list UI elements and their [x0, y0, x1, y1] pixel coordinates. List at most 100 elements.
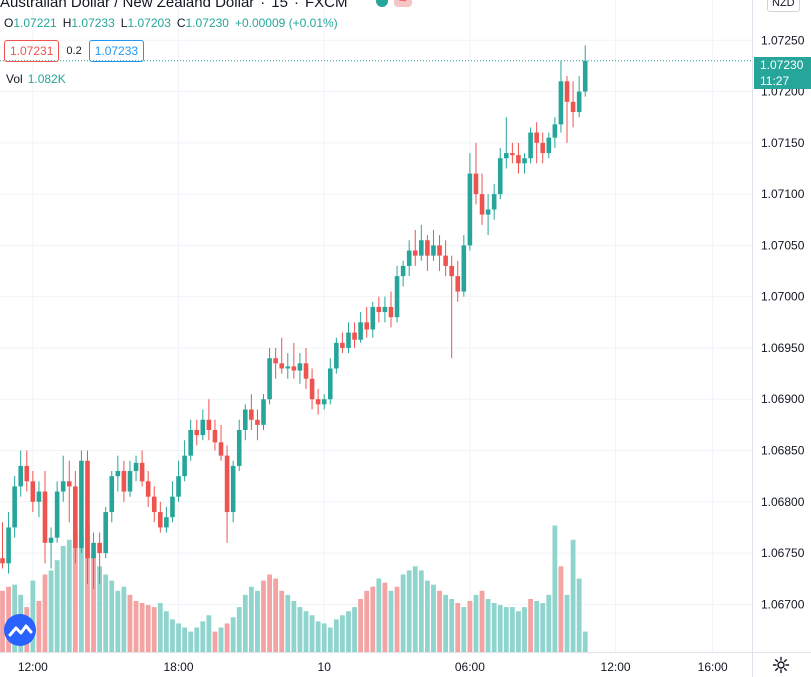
- volume-bar: [582, 631, 588, 652]
- candle-body: [243, 409, 248, 430]
- volume-bar: [133, 601, 139, 652]
- candle-body: [449, 265, 454, 277]
- candle-body: [455, 276, 461, 292]
- candle-body: [170, 496, 175, 518]
- indicator-icon[interactable]: ≋: [394, 0, 412, 7]
- volume-bar: [546, 594, 552, 652]
- volume-bar: [327, 627, 333, 652]
- volume-bar: [48, 570, 54, 652]
- interval-label[interactable]: 15: [271, 0, 288, 11]
- volume-bar: [491, 603, 497, 652]
- volume-bar: [315, 621, 321, 652]
- candle-body: [534, 132, 539, 143]
- volume-bar: [394, 586, 400, 652]
- price-axis-tick: 1.07250: [761, 33, 805, 47]
- candle-body: [437, 245, 442, 256]
- candle-body: [558, 81, 564, 125]
- candle-body: [6, 527, 11, 564]
- volume-bar: [333, 619, 339, 652]
- volume-bar: [157, 603, 163, 652]
- volume-bar: [576, 578, 582, 652]
- volume-bar: [455, 603, 461, 652]
- volume-bar: [522, 607, 527, 652]
- volume-bar: [303, 611, 309, 652]
- volume-bar: [473, 594, 479, 652]
- price-axis-tick: 1.07100: [761, 187, 805, 201]
- candle-body: [109, 476, 115, 513]
- symbol-title-row: Australian Dollar / New Zealand Dollar · 1…: [0, 0, 347, 11]
- volume-bar: [570, 539, 576, 652]
- candle-body: [200, 419, 206, 436]
- price-axis-tick: 1.06850: [761, 444, 805, 458]
- ohlc-row: O1.07221 H1.07233 L1.07203 C1.07230 +0.00009…: [4, 16, 338, 30]
- candle-body: [406, 250, 412, 266]
- spread-value: 0.2: [66, 45, 82, 57]
- candle-body: [151, 496, 157, 513]
- candle-body: [139, 462, 145, 482]
- volume-bar: [400, 574, 406, 652]
- candle-body: [48, 537, 54, 543]
- candle-body: [431, 245, 436, 256]
- candle-body: [400, 265, 406, 277]
- market-status-icon[interactable]: [376, 0, 388, 7]
- time-axis-tick: 12:00: [601, 660, 631, 674]
- candle-body: [158, 512, 163, 528]
- volume-bar: [127, 594, 133, 652]
- open-label: O: [4, 16, 14, 30]
- candle-body: [352, 332, 357, 340]
- volume-bar: [461, 607, 467, 652]
- buy-price-button[interactable]: 1.07233: [88, 40, 145, 62]
- candle-body: [461, 245, 467, 292]
- volume-bar: [382, 582, 388, 652]
- candle-body: [230, 465, 236, 513]
- volume-bar: [406, 570, 412, 652]
- volume-bar: [564, 594, 570, 652]
- price-axis-tick: 1.06800: [761, 495, 805, 509]
- candle-body: [303, 363, 309, 379]
- exchange-label: FXCM: [304, 0, 348, 11]
- candle-body: [443, 255, 448, 266]
- volume-bar: [139, 603, 145, 652]
- volume-bar: [0, 590, 5, 652]
- candle-body: [127, 471, 133, 492]
- time-axis-tick: 10: [318, 660, 332, 674]
- bar-countdown: 11:27: [760, 74, 790, 88]
- volume-bar: [346, 611, 351, 652]
- candle-body: [145, 481, 151, 497]
- gear-icon[interactable]: [772, 656, 790, 674]
- candle-body: [85, 460, 90, 559]
- volume-bar: [30, 580, 36, 652]
- candle-body: [249, 409, 254, 420]
- candle-body: [97, 542, 102, 554]
- last-price-value: 1.07230: [760, 58, 804, 72]
- tradingview-logo-icon[interactable]: [4, 614, 36, 646]
- candle-body: [279, 363, 285, 369]
- candle-body: [54, 491, 60, 538]
- symbol-name[interactable]: Australian Dollar / New Zealand Dollar: [0, 0, 255, 11]
- candle-body: [164, 517, 169, 528]
- candle-body: [224, 455, 230, 513]
- volume-bar: [309, 615, 315, 652]
- candle-body: [73, 486, 78, 548]
- volume-bar: [91, 554, 96, 652]
- volume-bar: [418, 570, 424, 652]
- candle-body: [570, 101, 576, 113]
- volume-legend: Vol 1.082K: [6, 72, 66, 86]
- currency-button[interactable]: NZD: [767, 0, 800, 12]
- volume-bar: [194, 627, 200, 652]
- volume-value: 1.082K: [27, 72, 66, 86]
- candle-body: [479, 194, 485, 215]
- time-axis-tick: 06:00: [455, 660, 485, 674]
- candle-body: [510, 153, 515, 156]
- candle-body: [376, 306, 382, 313]
- candle-body: [236, 430, 242, 466]
- volume-bar: [145, 605, 151, 652]
- volume-bar: [291, 601, 297, 652]
- candle-body: [255, 419, 260, 425]
- candle-body: [18, 465, 24, 487]
- sell-price-button[interactable]: 1.07231: [4, 40, 60, 62]
- time-axis-tick: 12:00: [18, 660, 48, 674]
- candle-body: [297, 363, 303, 371]
- open-value: 1.07221: [13, 16, 57, 30]
